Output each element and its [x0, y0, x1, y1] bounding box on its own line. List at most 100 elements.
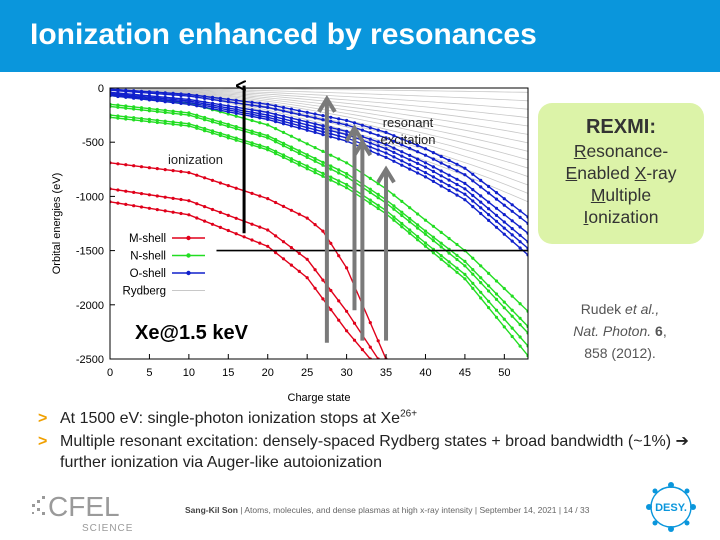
o-shell-point [408, 163, 412, 167]
o-shell-point [487, 191, 491, 195]
n-shell-point [400, 210, 404, 214]
o-shell-point [408, 153, 412, 157]
m-shell-point [226, 184, 230, 188]
n-shell-point [171, 109, 175, 113]
n-shell-point [313, 146, 317, 150]
m-shell-point [345, 266, 349, 270]
o-shell-point [274, 115, 278, 119]
o-shell-point [266, 105, 270, 110]
o-shell-point [502, 220, 506, 224]
m-shell-point [321, 297, 325, 301]
o-shell-point [487, 218, 491, 222]
n-shell-point [321, 174, 325, 178]
n-shell-point [487, 299, 491, 303]
m-shell-point [297, 251, 301, 255]
o-shell-point [494, 219, 499, 223]
o-shell-point [518, 233, 522, 237]
m-shell-point [139, 192, 144, 196]
n-shell-point [313, 159, 317, 163]
o-shell-point [416, 171, 420, 175]
m-shell-point [313, 286, 317, 290]
n-shell-point [337, 182, 341, 186]
o-shell-point [368, 141, 372, 145]
m-shell-point [337, 318, 341, 322]
o-shell-point [384, 151, 388, 155]
o-shell-point [289, 124, 293, 128]
n-shell-point [368, 187, 372, 191]
m-shell-point [195, 216, 199, 220]
o-shell-point [124, 95, 128, 99]
n-shell-point [439, 245, 443, 249]
n-shell-point [187, 111, 191, 115]
o-shell-point [305, 123, 309, 127]
n-shell-point [124, 104, 128, 108]
cfel-logo: CFEL SCIENCE [32, 491, 132, 534]
o-shell-point [400, 154, 404, 158]
n-shell-point [266, 148, 270, 152]
n-shell-point [416, 238, 420, 242]
n-shell-point [281, 155, 286, 159]
n-shell-point [155, 110, 159, 114]
n-shell-point [376, 203, 380, 207]
o-shell-point [376, 128, 380, 132]
y-tick-label: -500 [82, 137, 104, 149]
o-shell-point [400, 163, 404, 167]
n-shell-point [368, 176, 372, 180]
m-shell-point [187, 199, 191, 203]
n-shell-point [116, 105, 120, 109]
n-shell-point [400, 199, 404, 203]
o-shell-point [250, 108, 254, 112]
n-shell-point [439, 241, 443, 245]
m-shell-point [203, 219, 207, 223]
n-shell-point [163, 108, 167, 112]
n-shell-point [274, 140, 278, 144]
o-shell-point [510, 227, 514, 231]
n-shell-point [297, 151, 301, 156]
bullet-1: > At 1500 eV: single-photon ionization st… [38, 408, 418, 427]
desy-logo-text: DESY. [655, 502, 687, 514]
o-shell-point [431, 157, 435, 161]
m-shell-point [124, 202, 128, 206]
o-shell-point [439, 169, 443, 173]
o-shell-point [518, 240, 522, 244]
o-shell-point [479, 194, 483, 198]
o-shell-point [258, 104, 262, 108]
o-shell-point [226, 97, 230, 101]
footer: Sang-Kil Son | Atoms, molecules, and den… [185, 505, 590, 515]
n-shell-point [463, 259, 467, 263]
n-shell-point [124, 106, 128, 110]
n-shell-point [139, 108, 144, 112]
x-tick-label: 30 [340, 367, 352, 379]
o-shell-point [297, 121, 301, 125]
m-shell-point [210, 178, 215, 182]
n-shell-point [218, 122, 222, 126]
o-shell-point [313, 130, 317, 134]
n-shell-point [313, 156, 317, 161]
sample-label: Xe@1.5 keV [135, 322, 249, 344]
o-shell-point [313, 128, 317, 132]
m-shell-point [321, 278, 325, 282]
n-shell-point [274, 152, 278, 156]
m-shell-point [368, 321, 372, 325]
o-shell-point [250, 103, 254, 107]
n-shell-point [494, 308, 499, 312]
o-shell-point [376, 148, 380, 152]
o-shell-point [368, 137, 372, 141]
m-shell-point [116, 201, 120, 205]
o-shell-point [266, 117, 270, 121]
m-shell-point [313, 268, 317, 272]
o-shell-point [345, 133, 349, 137]
n-shell-point [502, 317, 506, 321]
n-shell-point [479, 276, 483, 280]
o-shell-point [345, 123, 349, 127]
rexmi-line-4: Ionization [583, 207, 659, 227]
n-shell-point [408, 220, 412, 224]
n-shell-point [416, 226, 420, 230]
n-shell-point [218, 133, 222, 138]
n-shell-point [392, 215, 396, 219]
o-shell-point [487, 184, 491, 189]
m-shell-point [352, 321, 357, 325]
n-shell-point [518, 344, 522, 348]
resonant-label: excitation [381, 132, 436, 147]
n-shell-point [439, 254, 443, 258]
